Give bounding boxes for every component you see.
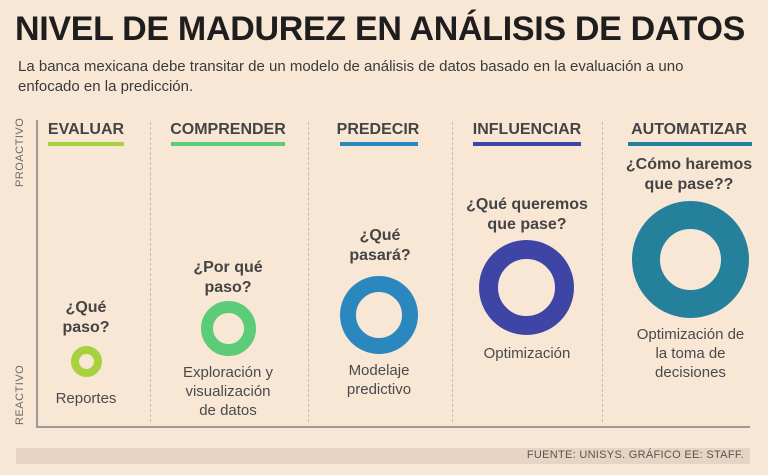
maturity-ring <box>632 201 749 318</box>
column-separator <box>602 122 603 422</box>
axis-label-proactive: PROACTIVO <box>14 117 26 187</box>
column-separator <box>150 122 151 422</box>
maturity-ring <box>479 240 574 335</box>
axis-label-reactive: REACTIVO <box>14 364 26 425</box>
source-note: FUENTE: UNISYS. GRÁFICO EE: STAFF. <box>526 449 744 461</box>
stage-color-bar <box>340 142 418 146</box>
stage-title: AUTOMATIZAR <box>631 121 747 138</box>
stage-title: COMPRENDER <box>170 121 286 138</box>
x-axis-line <box>36 426 750 428</box>
stage-label: Modelaje predictivo <box>346 362 412 398</box>
stage-title: INFLUENCIAR <box>472 121 582 138</box>
maturity-ring <box>340 276 418 354</box>
stage-title: PREDECIR <box>336 121 420 138</box>
stage-label: Exploración y visualización de datos <box>182 364 274 419</box>
stage-color-bar <box>171 142 285 146</box>
maturity-ring <box>201 301 256 356</box>
stage-color-bar <box>473 142 581 146</box>
stage-color-bar <box>48 142 124 146</box>
source-bar: FUENTE: UNISYS. GRÁFICO EE: STAFF. <box>16 448 750 464</box>
stage-title: EVALUAR <box>47 121 125 138</box>
stage-question: ¿Qué queremos que pase? <box>466 196 588 233</box>
page-title: NIVEL DE MADUREZ EN ANÁLISIS DE DATOS <box>15 10 746 48</box>
stage-question: ¿Cómo haremos que pase?? <box>625 156 753 193</box>
stage-label: Reportes <box>55 390 117 407</box>
stage-label: Optimización <box>483 345 571 362</box>
column-separator <box>452 122 453 422</box>
subtitle: La banca mexicana debe transitar de un m… <box>18 58 684 95</box>
column-separator <box>308 122 309 422</box>
stage-question: ¿Por qué paso? <box>193 259 263 296</box>
stage-question: ¿Qué pasará? <box>349 227 411 264</box>
y-axis-line <box>36 120 38 428</box>
maturity-ring <box>71 346 102 377</box>
stage-label: Optimización de la toma de decisiones <box>636 326 745 381</box>
stage-color-bar <box>628 142 752 146</box>
stage-question: ¿Qué paso? <box>62 299 110 336</box>
